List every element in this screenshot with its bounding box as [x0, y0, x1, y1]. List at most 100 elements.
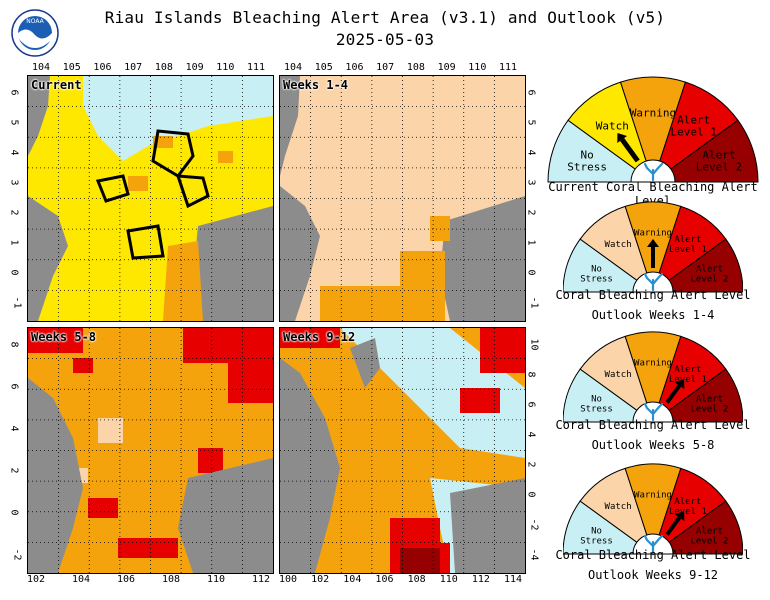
no-stress-area	[340, 328, 525, 458]
lat-tick-label: -1	[11, 296, 23, 309]
lon-tick-label: 110	[207, 574, 226, 585]
watch-area	[98, 418, 123, 443]
gauge-pointer	[665, 384, 682, 404]
lon-tick-label: 106	[117, 574, 136, 585]
gauge-label-warning: Warning	[630, 106, 676, 119]
gauge-label-alert1: Level 1	[671, 126, 717, 139]
lat-tick-label: 6	[8, 89, 20, 96]
alert-level-1-area	[480, 328, 525, 373]
land-sumatra-north	[28, 76, 50, 156]
gauge-caption-outlook: Outlook Weeks 1-4	[591, 308, 715, 322]
gauge-label-no_stress: No	[580, 148, 593, 161]
gauge-label-alert1: Level 1	[669, 245, 707, 255]
alert-level-1-area	[198, 448, 223, 473]
noaa-logo: NOAA	[11, 9, 59, 57]
gauge-pointer-head	[617, 133, 627, 144]
lon-tick-label: 107	[376, 62, 395, 73]
lat-tick-label: -2	[11, 548, 23, 561]
gauge-label-no_stress: Stress	[580, 275, 613, 285]
land-sumatra	[280, 358, 340, 573]
lat-tick-label: 0	[525, 491, 537, 498]
lat-tick-label: 8	[525, 371, 537, 378]
warning-area	[163, 241, 203, 321]
gauge-label-alert1: Alert	[674, 497, 701, 507]
lon-tick-label: 106	[93, 62, 112, 73]
gauge-label-alert2: Alert	[702, 148, 735, 161]
lat-tick-label: 0	[8, 269, 20, 276]
lat-tick-label: -4	[528, 548, 540, 561]
lat-tick-label: 3	[8, 179, 20, 186]
lon-tick-label: 104	[343, 574, 362, 585]
panel-label-weeks-5-8: Weeks 5-8	[31, 330, 97, 344]
land-sumatra-south	[280, 186, 320, 321]
lat-tick-label: 3	[525, 179, 537, 186]
lon-tick-label: 102	[311, 574, 330, 585]
lat-tick-label: 10	[528, 338, 540, 351]
land-borneo	[450, 478, 525, 573]
lon-tick-label: 111	[247, 62, 266, 73]
lon-tick-label: 108	[407, 574, 426, 585]
lon-tick-label: 106	[375, 574, 394, 585]
lon-tick-label: 105	[62, 62, 81, 73]
gauge-pointer-head	[647, 239, 659, 247]
lon-tick-label: 108	[162, 574, 181, 585]
gauge-label-watch: Watch	[596, 120, 629, 133]
panel-label-weeks-9-12: Weeks 9-12	[283, 330, 356, 344]
map-panel-weeks-5-8: Weeks 5-8	[27, 327, 274, 574]
gauge-label-no_stress: Stress	[580, 537, 613, 547]
lat-tick-label: 4	[525, 149, 537, 156]
panel-label-current: Current	[31, 78, 82, 92]
map-panel-weeks-1-4: Weeks 1-4	[279, 75, 526, 322]
warning-area	[320, 286, 400, 321]
lat-tick-label: 1	[8, 239, 20, 246]
alert-level-1-area	[460, 388, 500, 413]
gauge-pointer	[665, 516, 682, 536]
lat-tick-label: 0	[8, 509, 20, 516]
gauge-caption: Coral Bleaching Alert Level	[555, 418, 751, 432]
lon-tick-label: 108	[154, 62, 173, 73]
land-borneo	[193, 206, 273, 321]
gauge-caption-outlook: Outlook Weeks 9-12	[587, 568, 719, 582]
lon-tick-label: 108	[406, 62, 425, 73]
lat-tick-label: 1	[525, 239, 537, 246]
alert-level-1-area	[183, 328, 273, 363]
warning-area	[430, 216, 450, 241]
gauge-label-alert2: Alert	[696, 265, 723, 275]
gauge-caption: Coral Bleaching Alert Level	[555, 288, 751, 302]
gauge-label-watch: Watch	[605, 370, 632, 380]
alert-level-1-area	[280, 328, 340, 348]
lon-tick-label: 111	[499, 62, 518, 73]
lon-tick-label: 104	[284, 62, 303, 73]
lat-tick-label: 8	[8, 341, 20, 348]
alert-area-outline	[95, 129, 210, 260]
alert-level-1-area	[28, 328, 83, 353]
coral-icon	[643, 534, 664, 554]
lat-tick-label: 5	[525, 119, 537, 126]
lon-tick-label: 109	[185, 62, 204, 73]
lon-tick-label: 102	[27, 574, 46, 585]
gauge-label-alert1: Level 1	[669, 375, 707, 385]
gauge-label-watch: Watch	[605, 502, 632, 512]
gauge-label-alert2: Level 2	[696, 160, 742, 173]
land-borneo	[440, 196, 525, 321]
gauge-label-watch: Watch	[605, 240, 632, 250]
warning-area	[400, 251, 445, 321]
lat-tick-label: 6	[8, 383, 20, 390]
page-date: 2025-05-03	[335, 30, 435, 49]
lon-tick-label: 100	[279, 574, 298, 585]
gauge-label-no_stress: No	[591, 527, 602, 537]
alert-level-1-area	[118, 538, 178, 558]
coral-icon	[643, 272, 664, 292]
lon-tick-label: 110	[439, 574, 458, 585]
gauge-label-alert1: Alert	[674, 365, 701, 375]
land-sumatra-south	[28, 196, 68, 321]
gauge-pointer-head	[674, 379, 685, 390]
alert-level-1-area	[228, 363, 273, 403]
alert-level-1-area	[73, 358, 93, 373]
coral-icon	[643, 402, 664, 422]
gauge-label-no_stress: No	[591, 265, 602, 275]
gauge-label-warning: Warning	[634, 359, 672, 369]
alert-level-1-area	[88, 498, 118, 518]
